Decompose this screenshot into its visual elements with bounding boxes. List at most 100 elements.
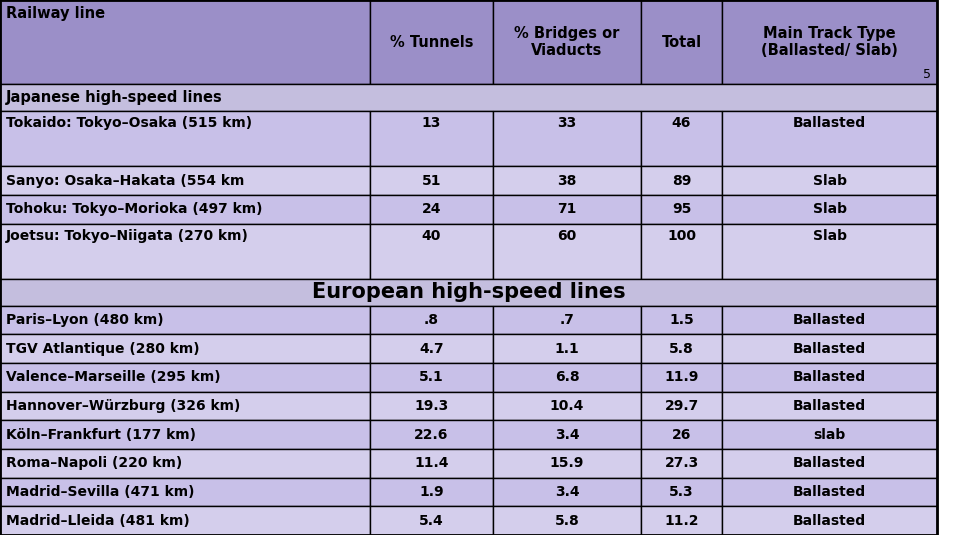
Text: 11.4: 11.4	[414, 456, 449, 470]
Text: % Bridges or
Viaducts: % Bridges or Viaducts	[515, 26, 620, 58]
Bar	[493, 224, 641, 279]
Text: 51: 51	[422, 173, 441, 188]
Text: 5.4: 5.4	[419, 514, 444, 528]
Text: Sanyo: Osaka–Hakata (554 km: Sanyo: Osaka–Hakata (554 km	[6, 173, 244, 188]
Text: .7: .7	[560, 313, 575, 327]
Bar	[493, 111, 641, 166]
Text: 3.4: 3.4	[555, 427, 580, 442]
Text: % Tunnels: % Tunnels	[390, 35, 474, 50]
Bar	[722, 195, 937, 224]
Bar	[641, 195, 722, 224]
Text: Ballasted: Ballasted	[793, 485, 866, 499]
Bar	[493, 195, 641, 224]
Bar	[370, 166, 493, 195]
Text: 11.9: 11.9	[665, 370, 699, 384]
Bar	[722, 363, 937, 392]
Text: 15.9: 15.9	[550, 456, 584, 470]
Bar	[722, 449, 937, 478]
Bar	[370, 506, 493, 535]
Bar	[641, 111, 722, 166]
Bar	[641, 392, 722, 421]
Bar	[493, 506, 641, 535]
Text: Railway line: Railway line	[6, 6, 105, 21]
Text: Slab: Slab	[813, 228, 846, 242]
Text: Main Track Type
(Ballasted/ Slab): Main Track Type (Ballasted/ Slab)	[761, 26, 898, 58]
Bar	[370, 334, 493, 363]
Text: Ballasted: Ballasted	[793, 514, 866, 528]
Bar	[722, 0, 937, 84]
Text: 6.8: 6.8	[555, 370, 580, 384]
Text: 5.3: 5.3	[669, 485, 694, 499]
Bar	[641, 305, 722, 334]
Bar	[370, 0, 493, 84]
Bar	[493, 421, 641, 449]
Bar	[370, 224, 493, 279]
Text: 71: 71	[558, 202, 577, 216]
Text: 38: 38	[558, 173, 577, 188]
Bar	[0, 334, 370, 363]
Bar	[0, 0, 370, 84]
Text: 5.8: 5.8	[555, 514, 580, 528]
Bar	[370, 392, 493, 421]
Bar	[722, 478, 937, 506]
Text: 5: 5	[923, 67, 931, 81]
Text: 95: 95	[671, 202, 691, 216]
Text: Ballasted: Ballasted	[793, 342, 866, 356]
Text: Ballasted: Ballasted	[793, 370, 866, 384]
Text: 46: 46	[671, 116, 691, 130]
Bar	[370, 363, 493, 392]
Bar	[722, 334, 937, 363]
Text: Hannover–Würzburg (326 km): Hannover–Würzburg (326 km)	[6, 399, 241, 413]
Text: Ballasted: Ballasted	[793, 456, 866, 470]
Text: Köln–Frankfurt (177 km): Köln–Frankfurt (177 km)	[6, 427, 196, 442]
Bar	[722, 224, 937, 279]
Bar	[722, 166, 937, 195]
Text: 19.3: 19.3	[414, 399, 449, 413]
Bar	[0, 166, 370, 195]
Bar	[0, 363, 370, 392]
Text: 100: 100	[667, 228, 696, 242]
Bar	[722, 506, 937, 535]
Text: Ballasted: Ballasted	[793, 399, 866, 413]
Bar	[370, 305, 493, 334]
Bar	[493, 334, 641, 363]
Bar	[722, 392, 937, 421]
Bar	[722, 305, 937, 334]
Text: Tokaido: Tokyo–Osaka (515 km): Tokaido: Tokyo–Osaka (515 km)	[6, 116, 252, 130]
Bar	[0, 84, 937, 111]
Text: Roma–Napoli (220 km): Roma–Napoli (220 km)	[6, 456, 182, 470]
Bar	[493, 305, 641, 334]
Text: European high-speed lines: European high-speed lines	[311, 282, 626, 302]
Bar	[493, 166, 641, 195]
Bar	[0, 506, 370, 535]
Bar	[722, 111, 937, 166]
Text: 60: 60	[558, 228, 577, 242]
Bar	[722, 421, 937, 449]
Text: 5.8: 5.8	[669, 342, 694, 356]
Bar	[0, 224, 370, 279]
Bar	[641, 0, 722, 84]
Text: slab: slab	[814, 427, 845, 442]
Bar	[0, 421, 370, 449]
Bar	[641, 506, 722, 535]
Text: Tohoku: Tokyo–Morioka (497 km): Tohoku: Tokyo–Morioka (497 km)	[6, 202, 263, 216]
Text: Ballasted: Ballasted	[793, 313, 866, 327]
Text: 5.1: 5.1	[419, 370, 444, 384]
Bar	[0, 305, 370, 334]
Text: 4.7: 4.7	[419, 342, 444, 356]
Text: 1.9: 1.9	[419, 485, 444, 499]
Bar	[493, 363, 641, 392]
Bar	[0, 195, 370, 224]
Bar	[493, 449, 641, 478]
Text: Total: Total	[662, 35, 702, 50]
Text: Madrid–Lleida (481 km): Madrid–Lleida (481 km)	[6, 514, 190, 528]
Bar	[370, 111, 493, 166]
Text: 40: 40	[422, 228, 441, 242]
Text: 26: 26	[671, 427, 691, 442]
Bar	[0, 392, 370, 421]
Text: Paris–Lyon (480 km): Paris–Lyon (480 km)	[6, 313, 163, 327]
Bar	[0, 111, 370, 166]
Text: Joetsu: Tokyo–Niigata (270 km): Joetsu: Tokyo–Niigata (270 km)	[6, 228, 249, 242]
Bar	[493, 0, 641, 84]
Text: 3.4: 3.4	[555, 485, 580, 499]
